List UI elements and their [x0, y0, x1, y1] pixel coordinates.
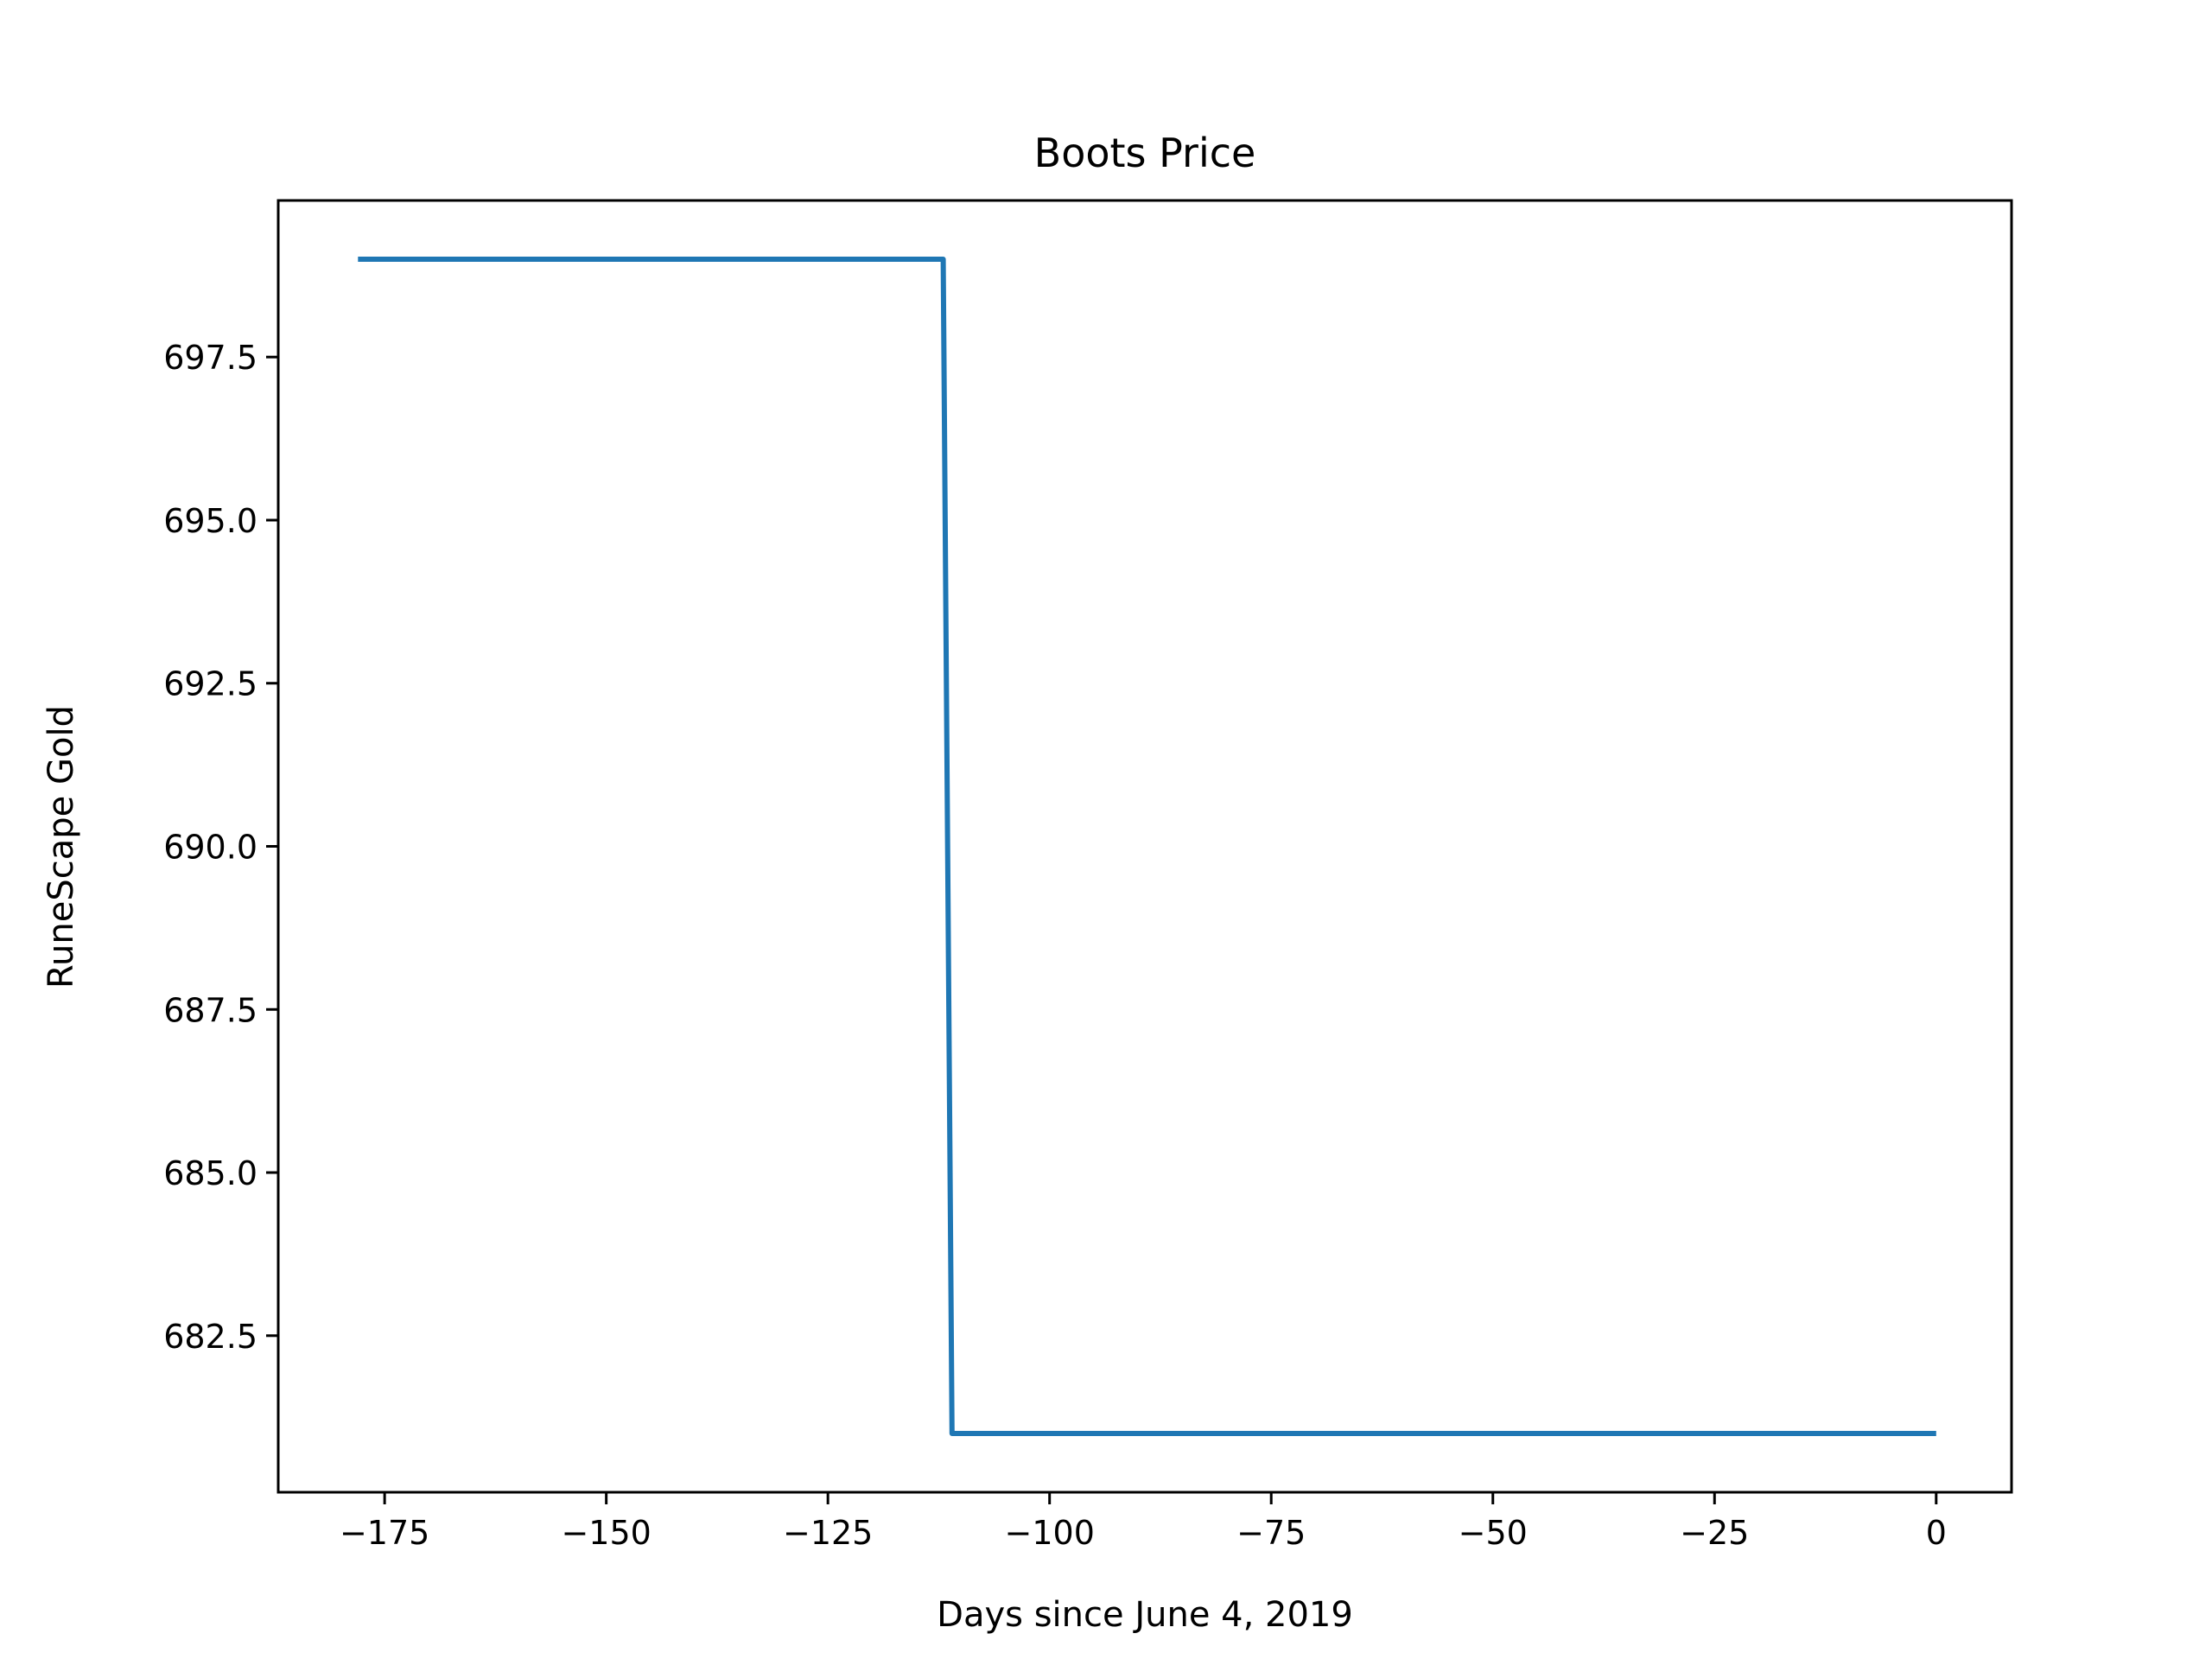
x-tick-label: −125 [783, 1514, 873, 1552]
y-tick-label: 685.0 [163, 1154, 257, 1192]
y-axis-label: RuneScape Gold [41, 705, 81, 988]
y-tick-label: 695.0 [163, 502, 257, 540]
x-tick-label: −50 [1459, 1514, 1528, 1552]
y-tick-label: 682.5 [163, 1318, 257, 1356]
y-tick-label: 690.0 [163, 829, 257, 867]
x-tick-label: −100 [1005, 1514, 1095, 1552]
x-tick-label: −150 [561, 1514, 651, 1552]
plot-frame [276, 199, 2013, 1494]
y-tick-label: 692.5 [163, 665, 257, 703]
x-axis-label: Days since June 4, 2019 [937, 1595, 1353, 1635]
plot-area [358, 257, 1936, 1436]
series-line [358, 257, 1936, 1436]
x-tick-label: 0 [1926, 1514, 1947, 1552]
x-tick-label: −175 [340, 1514, 429, 1552]
chart-title: Boots Price [1034, 130, 1256, 176]
x-axis: −175 −150 −125 −100 −75 −50 −25 0 [340, 1492, 1947, 1552]
y-tick-label: 697.5 [163, 339, 257, 377]
y-tick-label: 687.5 [163, 991, 257, 1029]
y-axis: 682.5 685.0 687.5 690.0 692.5 695.0 697.5 [163, 339, 278, 1356]
x-tick-label: −75 [1236, 1514, 1306, 1552]
x-tick-label: −25 [1680, 1514, 1749, 1552]
